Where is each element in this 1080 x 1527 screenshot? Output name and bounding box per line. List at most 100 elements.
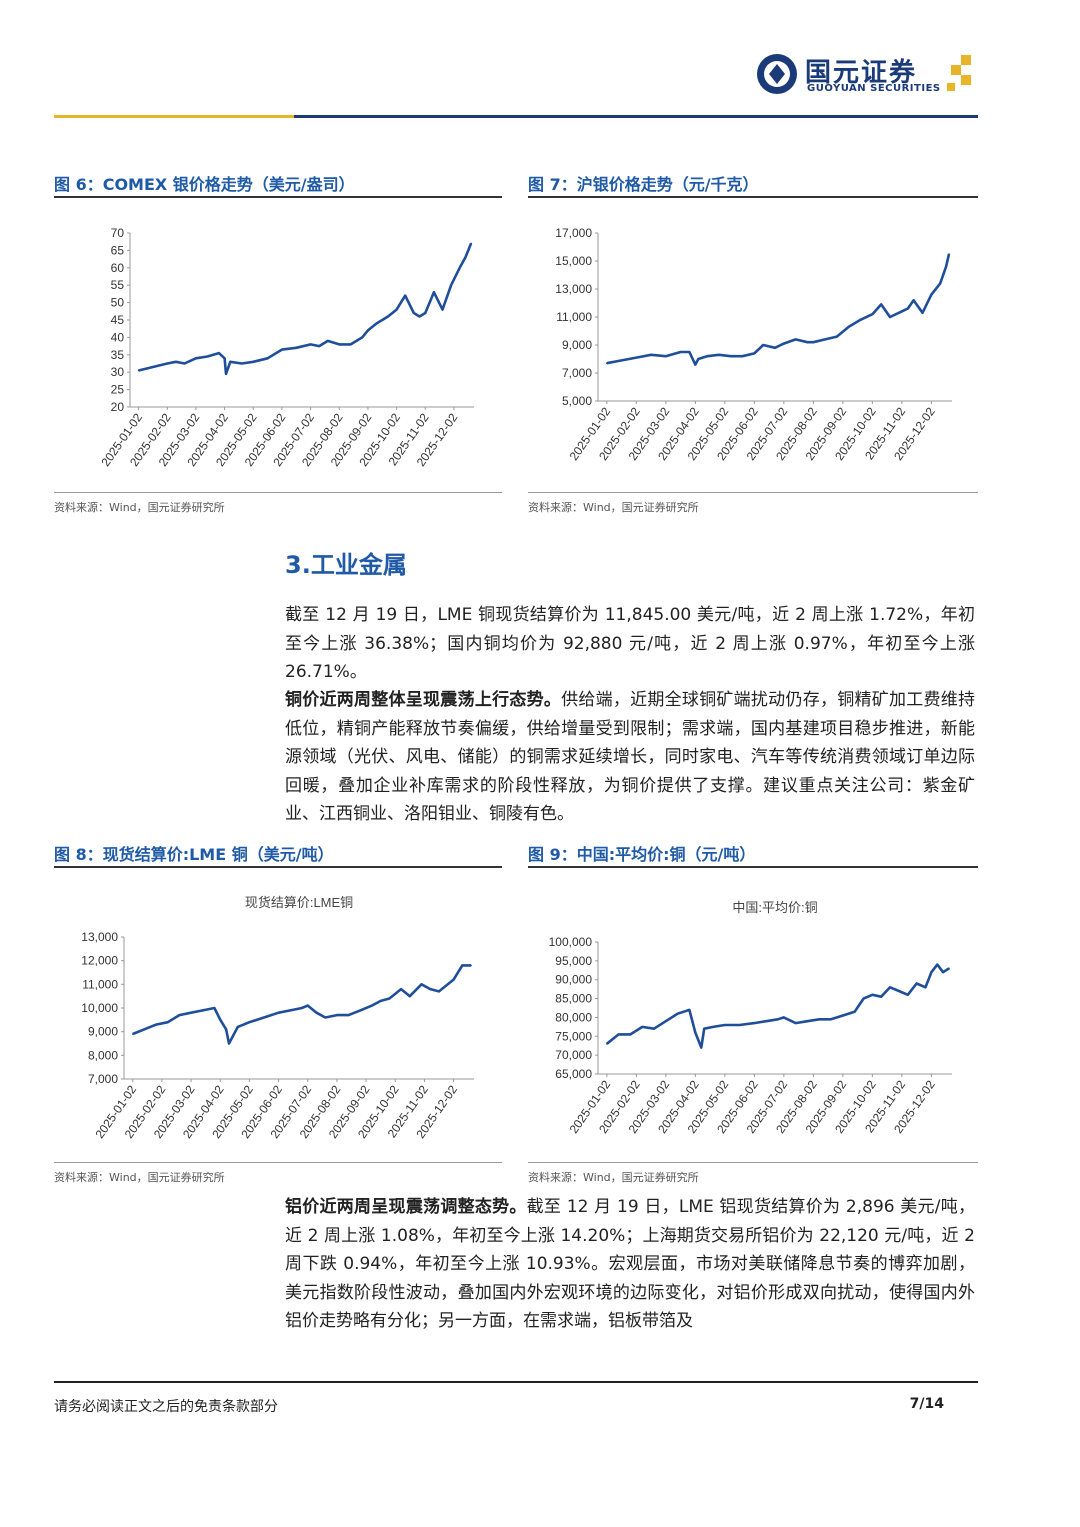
y-tick-label: 17,000: [555, 226, 592, 240]
series-line: [138, 242, 473, 376]
data-point: [166, 362, 169, 365]
data-point: [939, 282, 941, 285]
data-point: [930, 293, 933, 296]
data-point: [404, 294, 407, 297]
data-point: [252, 360, 255, 363]
data-point: [458, 267, 461, 269]
y-tick-label: 50: [111, 296, 125, 310]
fig7-source: 资料来源：Wind，国元证券研究所: [528, 501, 699, 514]
data-point: [783, 1016, 785, 1019]
data-point: [155, 1023, 157, 1026]
data-point: [438, 990, 440, 993]
data-point: [688, 351, 691, 353]
data-point: [836, 335, 838, 338]
y-tick-label: 95,000: [555, 954, 592, 968]
header-rule-accent: [54, 115, 294, 118]
data-point: [218, 352, 220, 354]
data-point: [301, 1007, 303, 1009]
fig6-title: 图 6：COMEX 银价格走势（美元/盎司）: [54, 175, 355, 194]
data-point: [229, 360, 232, 363]
data-point: [315, 1011, 318, 1014]
data-point: [387, 315, 389, 318]
fig6-source: 资料来源：Wind，国元证券研究所: [54, 501, 225, 514]
data-point: [880, 995, 882, 998]
data-point: [948, 967, 950, 970]
paragraph-copper-body: 供给端，近期全球铜矿端扰动仍存，铜精矿加工费维持低位，精铜产能释放节奏偏缓，供给…: [285, 690, 976, 824]
data-point: [871, 994, 874, 996]
y-tick-label: 75,000: [555, 1029, 592, 1043]
header-rule: [54, 115, 978, 118]
data-point: [862, 997, 865, 1000]
data-point: [629, 1033, 632, 1036]
data-point: [263, 1016, 265, 1019]
data-point: [359, 1009, 362, 1012]
data-point: [441, 308, 444, 311]
data-point: [806, 341, 809, 343]
y-tick-label: 7,000: [562, 366, 592, 380]
y-tick-label: 9,000: [562, 338, 592, 352]
y-tick-label: 10,000: [81, 1001, 118, 1015]
data-point: [289, 1009, 292, 1012]
y-tick-label: 45: [111, 313, 125, 327]
data-point: [606, 1043, 608, 1045]
data-point: [361, 336, 364, 339]
data-point: [295, 347, 298, 349]
fig9-top-rule: [528, 866, 978, 868]
data-point: [461, 964, 464, 967]
paragraph-copper-prices: 截至 12 月 19 日，LME 铜现货结算价为 11,845.00 美元/吨，…: [285, 605, 975, 682]
y-tick-label: 90,000: [555, 973, 592, 987]
data-point: [753, 352, 756, 355]
y-tick-label: 13,000: [555, 282, 592, 296]
data-point: [223, 357, 226, 360]
y-tick-label: 40: [111, 330, 125, 344]
data-point: [367, 329, 369, 332]
y-tick-label: 15,000: [555, 254, 592, 268]
data-point: [718, 354, 720, 356]
paragraph-aluminum-body: 截至 12 月 19 日，LME 铝现货结算价为 2,896 美元/吨，近 2 …: [285, 1197, 976, 1331]
data-point: [777, 1018, 779, 1021]
data-point: [641, 1026, 644, 1028]
data-point: [912, 299, 915, 301]
fig9-bottom-rule: [528, 1162, 978, 1163]
data-point: [665, 1020, 667, 1022]
data-point: [225, 373, 227, 375]
series-line: [605, 963, 950, 1049]
data-point: [924, 986, 927, 989]
y-tick-label: 5,000: [562, 394, 592, 408]
data-point: [724, 1024, 726, 1026]
data-point: [889, 986, 891, 989]
y-tick-label: 9,000: [88, 1025, 118, 1039]
data-point: [942, 971, 944, 973]
fig9-chart: 中国:平均价:铜 100,000 95,000 90,000 85,000 80,000 7…: [549, 900, 952, 1136]
data-point: [429, 988, 432, 990]
fig9-source: 资料来源：Wind，国元证券研究所: [528, 1171, 699, 1184]
fig6-top-rule: [54, 196, 502, 198]
footer-rule: [54, 1381, 978, 1383]
data-point: [729, 355, 732, 357]
fig9-title: 图 9：中国:平均价:铜（元/吨）: [528, 845, 756, 864]
y-tick-label: 60: [111, 261, 125, 275]
section-title: 3.工业金属: [285, 551, 407, 579]
data-point: [131, 1033, 134, 1035]
y-tick-label: 25: [111, 383, 125, 397]
y-tick-label: 12,000: [81, 954, 118, 968]
data-point: [635, 356, 638, 359]
y-tick-label: 55: [111, 278, 125, 292]
data-point: [309, 343, 312, 346]
data-point: [703, 1027, 705, 1030]
data-point: [830, 1018, 832, 1021]
data-point: [688, 1009, 691, 1011]
y-tick-label: 11,000: [556, 310, 592, 324]
y-tick-label: 70: [111, 226, 125, 240]
data-point: [706, 355, 708, 357]
logo-text-en: GUOYUAN SECURITIES: [807, 83, 941, 94]
data-point: [679, 351, 682, 353]
data-point: [395, 308, 398, 311]
data-point: [318, 345, 321, 347]
data-point: [206, 355, 209, 358]
data-point: [880, 303, 882, 306]
data-point: [324, 1016, 327, 1019]
footer-disclaimer: 请务必阅读正文之后的免责条款部分: [54, 1399, 278, 1415]
data-point: [842, 1014, 844, 1017]
data-point: [824, 338, 826, 341]
